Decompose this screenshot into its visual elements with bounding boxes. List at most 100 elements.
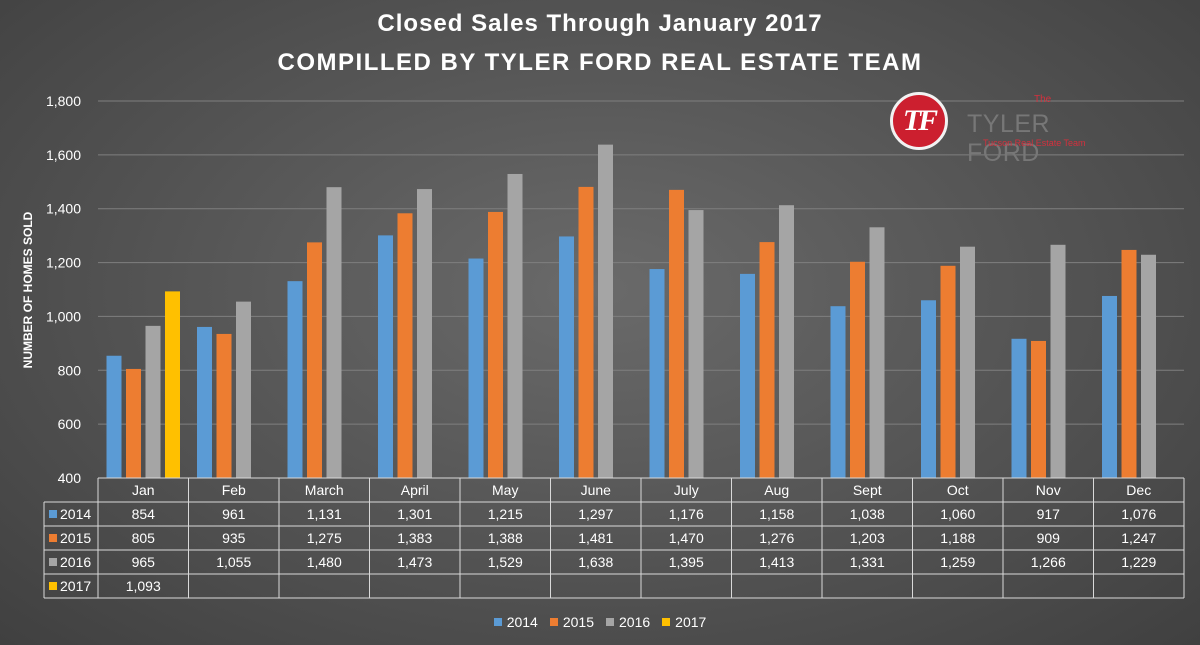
data-label: 1,259 xyxy=(940,554,975,570)
logo-name-text: TYLER FORD xyxy=(967,110,1051,167)
data-label: 1,470 xyxy=(669,530,704,546)
table-series-name: 2016 xyxy=(60,554,91,570)
data-label: 1,297 xyxy=(578,506,613,522)
data-label: 1,229 xyxy=(1121,554,1156,570)
bar-2014-march xyxy=(287,281,303,478)
bar-2016-feb xyxy=(236,301,251,478)
data-label: 854 xyxy=(132,506,156,522)
x-tick-label: Nov xyxy=(1036,482,1061,498)
chart-legend: 2014 2015 2016 2017 xyxy=(0,614,1200,630)
data-label: 935 xyxy=(222,530,246,546)
bar-2016-april xyxy=(417,189,432,478)
data-label: 805 xyxy=(132,530,156,546)
y-tick-label: 1,600 xyxy=(46,147,81,163)
bar-2015-feb xyxy=(216,333,232,478)
legend-item-2016: 2016 xyxy=(606,614,650,630)
data-label: 961 xyxy=(222,506,246,522)
chart-title: Closed Sales Through January 2017 xyxy=(377,10,823,37)
data-label: 1,055 xyxy=(216,554,251,570)
table-series-name: 2015 xyxy=(60,530,91,546)
data-label: 1,266 xyxy=(1031,554,1066,570)
logo-tagline: Tucson Real Estate Team xyxy=(983,138,1086,148)
bar-2015-nov xyxy=(1031,340,1046,478)
x-tick-label: May xyxy=(492,482,518,498)
data-label: 1,215 xyxy=(488,506,523,522)
y-tick-label: 600 xyxy=(58,416,82,432)
y-tick-label: 1,400 xyxy=(46,201,81,217)
y-tick-label: 1,200 xyxy=(46,255,81,271)
x-tick-label: June xyxy=(581,482,612,498)
bar-2016-sept xyxy=(869,227,885,478)
data-label: 1,076 xyxy=(1121,506,1156,522)
bar-2015-july xyxy=(669,189,684,478)
y-tick-label: 800 xyxy=(58,362,82,378)
legend-swatch xyxy=(549,618,558,626)
legend-item-2017: 2017 xyxy=(662,614,706,630)
tyler-ford-logo: TF The TYLER FORD Tucson Real Estate Tea… xyxy=(887,92,1127,167)
data-label: 965 xyxy=(132,554,156,570)
legend-label: 2016 xyxy=(619,614,651,630)
bar-2014-aug xyxy=(740,273,755,478)
x-tick-label: Feb xyxy=(222,482,246,498)
data-label: 1,038 xyxy=(850,506,885,522)
bar-2015-jan xyxy=(126,368,141,478)
y-tick-label: 1,800 xyxy=(46,93,81,109)
y-tick-label: 1,000 xyxy=(46,308,81,324)
y-tick-label: 400 xyxy=(58,470,82,486)
bar-2016-nov xyxy=(1050,244,1066,478)
data-label: 1,158 xyxy=(759,506,794,522)
data-label: 1,413 xyxy=(759,554,794,570)
x-tick-label: Oct xyxy=(947,482,969,498)
bar-2016-dec xyxy=(1141,254,1156,478)
bar-2016-march xyxy=(326,187,342,478)
bar-2016-june xyxy=(598,144,613,479)
x-tick-label: March xyxy=(305,482,344,498)
data-label: 1,131 xyxy=(307,506,342,522)
bar-2014-feb xyxy=(197,326,212,478)
data-label: 1,395 xyxy=(669,554,704,570)
x-tick-label: Dec xyxy=(1126,482,1151,498)
bar-2015-sept xyxy=(850,261,865,478)
data-label: 1,275 xyxy=(307,530,342,546)
legend-label: 2017 xyxy=(675,614,707,630)
data-label: 1,383 xyxy=(397,530,432,546)
logo-the-text: The xyxy=(1034,94,1052,105)
data-label: 1,480 xyxy=(307,554,342,570)
data-label: 1,176 xyxy=(669,506,704,522)
data-label: 1,247 xyxy=(1121,530,1156,546)
legend-item-2014: 2014 xyxy=(493,614,538,630)
bar-2016-july xyxy=(688,210,704,478)
table-series-name: 2014 xyxy=(60,506,91,522)
bar-2016-jan xyxy=(145,325,161,478)
data-label: 1,060 xyxy=(940,506,975,522)
bar-2014-nov xyxy=(1011,338,1027,478)
data-label: 1,481 xyxy=(578,530,613,546)
bar-2016-oct xyxy=(960,246,975,478)
x-tick-label: Sept xyxy=(853,482,882,498)
bar-2014-july xyxy=(649,269,665,478)
data-label: 1,473 xyxy=(397,554,432,570)
data-label: 917 xyxy=(1037,506,1061,522)
legend-swatch xyxy=(493,618,502,626)
data-label: 1,188 xyxy=(940,530,975,546)
bar-2014-sept xyxy=(830,306,846,478)
bar-2014-may xyxy=(468,258,484,478)
data-label: 1,276 xyxy=(759,530,794,546)
data-label: 1,093 xyxy=(126,578,161,594)
bar-2015-aug xyxy=(759,242,775,478)
bar-2015-march xyxy=(307,242,322,478)
data-label: 1,638 xyxy=(578,554,613,570)
bar-2015-oct xyxy=(940,265,956,478)
x-tick-label: Jan xyxy=(132,482,155,498)
bar-2015-dec xyxy=(1121,249,1137,478)
bar-2014-june xyxy=(559,236,574,478)
x-tick-label: July xyxy=(674,482,699,498)
bar-2016-may xyxy=(507,173,523,478)
bar-2017-jan xyxy=(165,291,180,478)
bar-2015-june xyxy=(578,186,594,478)
bar-2014-april xyxy=(378,235,393,478)
legend-label: 2014 xyxy=(506,614,538,630)
table-series-name: 2017 xyxy=(60,578,91,594)
tf-logo-icon: TF xyxy=(890,92,948,150)
